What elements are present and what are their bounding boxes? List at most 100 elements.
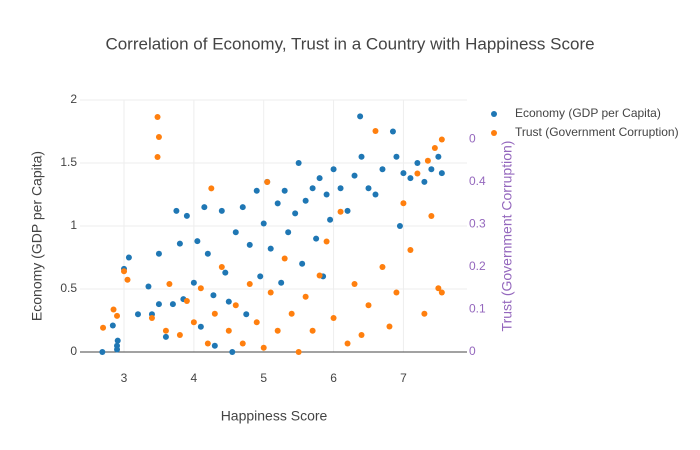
point	[309, 185, 316, 192]
point	[176, 332, 183, 339]
point	[274, 327, 281, 334]
point	[246, 281, 253, 288]
y-tick-label: 2	[70, 92, 77, 106]
point	[365, 185, 372, 192]
point	[201, 204, 208, 211]
point	[431, 145, 438, 152]
point	[204, 340, 211, 347]
point	[257, 273, 264, 280]
x-tick-label: 6	[330, 371, 337, 385]
point	[309, 327, 316, 334]
point	[313, 235, 320, 242]
point	[218, 264, 225, 271]
point	[211, 342, 218, 349]
y-tick-label: 0.5	[60, 281, 77, 295]
y-tick-label: 0	[70, 344, 77, 358]
point	[281, 255, 288, 262]
legend-marker	[491, 111, 497, 117]
point	[260, 344, 267, 351]
point	[134, 311, 141, 318]
point	[281, 187, 288, 194]
point	[421, 178, 428, 185]
y2-tick-label: 0.2	[469, 259, 486, 273]
point	[327, 216, 334, 223]
point	[176, 240, 183, 247]
point	[295, 349, 302, 355]
point	[190, 319, 197, 326]
point	[285, 229, 292, 236]
point	[372, 191, 379, 198]
point	[302, 197, 309, 204]
point	[264, 179, 271, 186]
point	[267, 245, 274, 252]
point	[169, 301, 176, 308]
point	[372, 128, 379, 135]
point	[428, 166, 435, 173]
x-tick-label: 5	[260, 371, 267, 385]
point	[295, 160, 302, 166]
point	[323, 191, 330, 198]
point	[393, 289, 400, 296]
x-tick-label: 4	[191, 371, 198, 385]
point	[253, 187, 260, 194]
point	[246, 241, 253, 248]
point	[173, 207, 180, 214]
point	[386, 323, 393, 330]
point	[148, 315, 155, 322]
point	[292, 210, 299, 217]
y-tick-label: 1	[70, 218, 77, 232]
point	[278, 279, 285, 286]
y2-tick-label: 0.3	[469, 217, 486, 231]
point	[154, 113, 161, 120]
point	[438, 289, 445, 296]
point	[260, 220, 267, 227]
point	[302, 293, 309, 300]
point	[337, 185, 344, 192]
point	[424, 157, 431, 164]
point	[155, 133, 162, 140]
point	[183, 212, 190, 219]
point	[330, 315, 337, 322]
point	[121, 268, 128, 275]
point	[435, 153, 442, 160]
point	[239, 340, 246, 347]
point	[274, 200, 281, 207]
point	[225, 327, 232, 334]
point	[400, 170, 407, 177]
point	[438, 170, 445, 177]
point	[344, 340, 351, 347]
point	[344, 207, 351, 214]
point	[396, 223, 403, 229]
point	[358, 153, 365, 160]
point	[438, 136, 445, 143]
point	[267, 289, 274, 296]
point	[421, 310, 428, 317]
point	[393, 153, 400, 160]
point	[365, 302, 372, 309]
point	[253, 319, 260, 326]
point	[232, 229, 239, 236]
point	[100, 324, 107, 331]
point	[323, 238, 330, 245]
point	[316, 272, 323, 279]
y2-tick-label: 0.1	[469, 302, 486, 316]
point	[225, 298, 232, 305]
point	[155, 250, 162, 257]
point	[210, 292, 217, 299]
point	[110, 306, 117, 313]
point	[407, 247, 414, 254]
point	[114, 337, 121, 344]
point	[407, 175, 414, 182]
point	[190, 279, 197, 286]
point	[183, 298, 190, 305]
point	[351, 172, 358, 179]
point	[166, 281, 173, 288]
y2-axis-title: Trust (Government Corruption)	[499, 141, 515, 332]
legend-label: Economy (GDP per Capita)	[515, 106, 661, 120]
point	[114, 312, 121, 319]
point	[155, 301, 162, 308]
point	[414, 160, 421, 166]
point	[125, 254, 132, 261]
point	[435, 285, 442, 292]
